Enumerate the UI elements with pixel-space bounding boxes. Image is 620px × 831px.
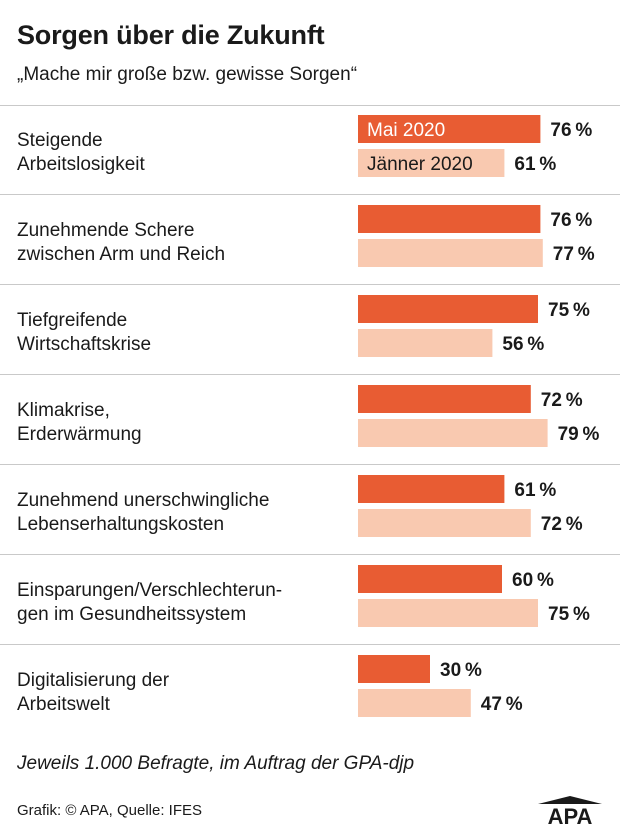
group-divider: [0, 284, 620, 285]
category-label-line: Einsparungen/Verschlechterun-: [17, 580, 282, 601]
bar-jaenner-2020: [358, 599, 538, 627]
category-label-line: Arbeitslosigkeit: [17, 154, 145, 175]
bar-mai-2020: [358, 205, 541, 233]
category-label: Einsparungen/Verschlechterun-gen im Gesu…: [17, 580, 282, 625]
value-label: 76 %: [550, 210, 592, 231]
category-label-line: Zunehmende Schere: [17, 220, 194, 241]
bar-mai-2020: [358, 565, 502, 593]
bar-mai-2020: [358, 295, 538, 323]
bar-jaenner-2020: [358, 419, 548, 447]
chart-title: Sorgen über die Zukunft: [17, 20, 325, 50]
value-label: 30 %: [440, 660, 482, 681]
value-label: 75 %: [548, 604, 590, 625]
group-divider: [0, 644, 620, 645]
bar-jaenner-2020: [358, 329, 493, 357]
footnote: Jeweils 1.000 Befragte, im Auftrag der G…: [17, 753, 415, 774]
category-label: Zunehmend unerschwingliche Lebenserhaltun…: [17, 490, 269, 535]
category-label: Zunehmende Schere zwischen Arm und Reich: [17, 220, 225, 265]
category-label: Klimakrise, Erderwärmung: [17, 400, 142, 445]
value-label: 75 %: [548, 300, 590, 321]
bar-mai-2020: [358, 385, 531, 413]
value-label: 56 %: [502, 334, 544, 355]
bar-jaenner-2020: [358, 689, 471, 717]
value-label: 61 %: [514, 154, 556, 175]
bar-mai-2020: [358, 475, 505, 503]
category-label-line: Steigende: [17, 130, 103, 151]
top-divider: [0, 105, 620, 106]
category-label: Tiefgreifende Wirtschaftskrise: [17, 310, 151, 355]
group-divider: [0, 374, 620, 375]
category-label-line: Zunehmend unerschwingliche: [17, 490, 269, 511]
category-label-line: Digitalisierung der: [17, 670, 170, 691]
category-label-line: zwischen Arm und Reich: [17, 244, 225, 265]
category-label-line: Lebenserhaltungskosten: [17, 514, 224, 535]
category-label: Steigende Arbeitslosigkeit: [17, 130, 145, 175]
bar-chart: Steigende Arbeitslosigkeit 76 % Mai 2020 61 …: [0, 115, 620, 717]
category-label-line: gen im Gesundheitssystem: [17, 604, 246, 625]
value-label: 72 %: [541, 514, 583, 535]
group-divider: [0, 464, 620, 465]
value-label: 61 %: [514, 480, 556, 501]
bar-jaenner-2020: [358, 509, 531, 537]
group-divider: [0, 554, 620, 555]
source-credit: Grafik: © APA, Quelle: IFES: [17, 802, 203, 819]
category-label-line: Erderwärmung: [17, 424, 142, 445]
value-label: 79 %: [558, 424, 600, 445]
category-label-line: Arbeitswelt: [17, 694, 111, 715]
value-label: 76 %: [550, 120, 592, 141]
apa-logo-roof: [538, 796, 602, 804]
apa-logo: APA: [538, 796, 602, 826]
chart-subtitle: „Mache mir große bzw. gewisse Sorgen“: [17, 64, 358, 85]
apa-logo-text: APA: [548, 804, 593, 826]
bar-mai-2020: [358, 115, 541, 143]
value-label: 77 %: [553, 244, 595, 265]
series-label: Jänner 2020: [367, 154, 473, 175]
group-divider: [0, 194, 620, 195]
series-label: Mai 2020: [367, 120, 445, 141]
category-label: Digitalisierung der Arbeitswelt: [17, 670, 170, 715]
value-label: 60 %: [512, 570, 554, 591]
bar-mai-2020: [358, 655, 430, 683]
value-label: 47 %: [481, 694, 523, 715]
bar-jaenner-2020: [358, 239, 543, 267]
value-label: 72 %: [541, 390, 583, 411]
category-label-line: Tiefgreifende: [17, 310, 127, 331]
category-label-line: Klimakrise,: [17, 400, 110, 421]
bar-jaenner-2020: [358, 149, 505, 177]
category-label-line: Wirtschaftskrise: [17, 334, 151, 355]
